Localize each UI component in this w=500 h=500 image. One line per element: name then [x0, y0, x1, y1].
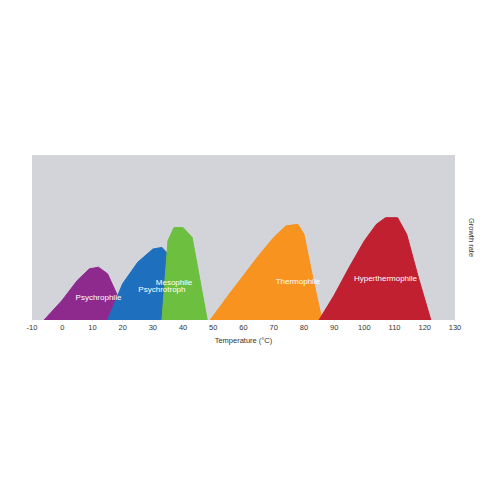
- x-tick: [62, 320, 63, 322]
- x-tick: [32, 320, 33, 322]
- x-tick-label: 40: [179, 323, 187, 332]
- x-tick: [364, 320, 365, 322]
- x-tick: [122, 320, 123, 322]
- x-tick-label: -10: [27, 323, 38, 332]
- x-tick-label: 120: [419, 323, 432, 332]
- x-tick: [243, 320, 244, 322]
- x-tick-label: 130: [449, 323, 462, 332]
- x-tick-label: 100: [358, 323, 371, 332]
- area: [319, 218, 431, 320]
- x-tick: [424, 320, 425, 322]
- area: [162, 228, 207, 320]
- series-label: Hyperthermophile: [354, 274, 418, 283]
- x-tick: [213, 320, 214, 322]
- series-label: Mesophile: [156, 278, 193, 287]
- x-tick: [152, 320, 153, 322]
- x-tick: [303, 320, 304, 322]
- x-tick: [273, 320, 274, 322]
- area-labels: PsychrophilePsychrotrophMesophileThermop…: [76, 274, 418, 302]
- y-axis-label: Growth rate: [467, 218, 476, 257]
- x-tick-label: 10: [88, 323, 96, 332]
- x-tick-label: 80: [300, 323, 308, 332]
- x-tick-label: 70: [270, 323, 278, 332]
- x-tick-label: 0: [60, 323, 64, 332]
- chart: PsychrophilePsychrotrophMesophileThermop…: [0, 0, 500, 500]
- x-tick: [394, 320, 395, 322]
- series-label: Psychrophile: [76, 293, 122, 302]
- x-tick-label: 60: [239, 323, 247, 332]
- area: [210, 224, 322, 320]
- series-label: Thermophile: [276, 277, 321, 286]
- x-tick-label: 20: [118, 323, 126, 332]
- x-tick: [334, 320, 335, 322]
- x-tick-label: 90: [330, 323, 338, 332]
- x-tick-label: 50: [209, 323, 217, 332]
- plot-background: [32, 155, 455, 320]
- x-tick: [183, 320, 184, 322]
- x-tick-label: 30: [149, 323, 157, 332]
- x-tick: [455, 320, 456, 322]
- marks: [44, 218, 431, 320]
- x-tick-label: 110: [389, 323, 401, 332]
- x-tick: [92, 320, 93, 322]
- x-axis-label: Temperature (°C): [215, 336, 273, 345]
